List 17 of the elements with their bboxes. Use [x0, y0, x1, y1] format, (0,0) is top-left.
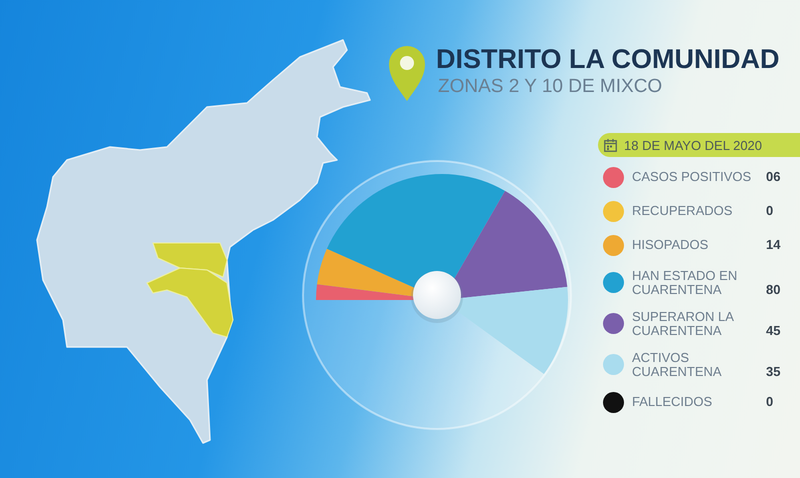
legend-label: HAN ESTADO EN CUARENTENA [632, 268, 738, 296]
chart-title: DISTRITO LA COMUNIDAD [436, 44, 780, 74]
data-label: 80 [766, 282, 780, 296]
legend-label: ACTIVOS CUARENTENA [632, 350, 723, 378]
legend-label: FALLECIDOS [632, 394, 714, 409]
data-label: 35 [766, 364, 780, 378]
chart-subtitle: ZONAS 2 Y 10 DE MIXCO [438, 76, 662, 98]
legend-label: SUPERARON LA CUARENTENA [632, 308, 735, 338]
legend-label: HISOPADOS [632, 237, 710, 252]
data-label: 14 [766, 237, 780, 252]
legend-label: CASOS POSITIVOS [632, 169, 752, 184]
text: 0 [766, 394, 774, 409]
text: 0 [766, 203, 774, 218]
legend-title: 18 DE MAYO DEL 2020 [624, 138, 762, 152]
data-label: 06 [766, 169, 780, 184]
legend-label: RECUPERADOS [632, 203, 734, 218]
data-label: 45 [766, 322, 780, 338]
